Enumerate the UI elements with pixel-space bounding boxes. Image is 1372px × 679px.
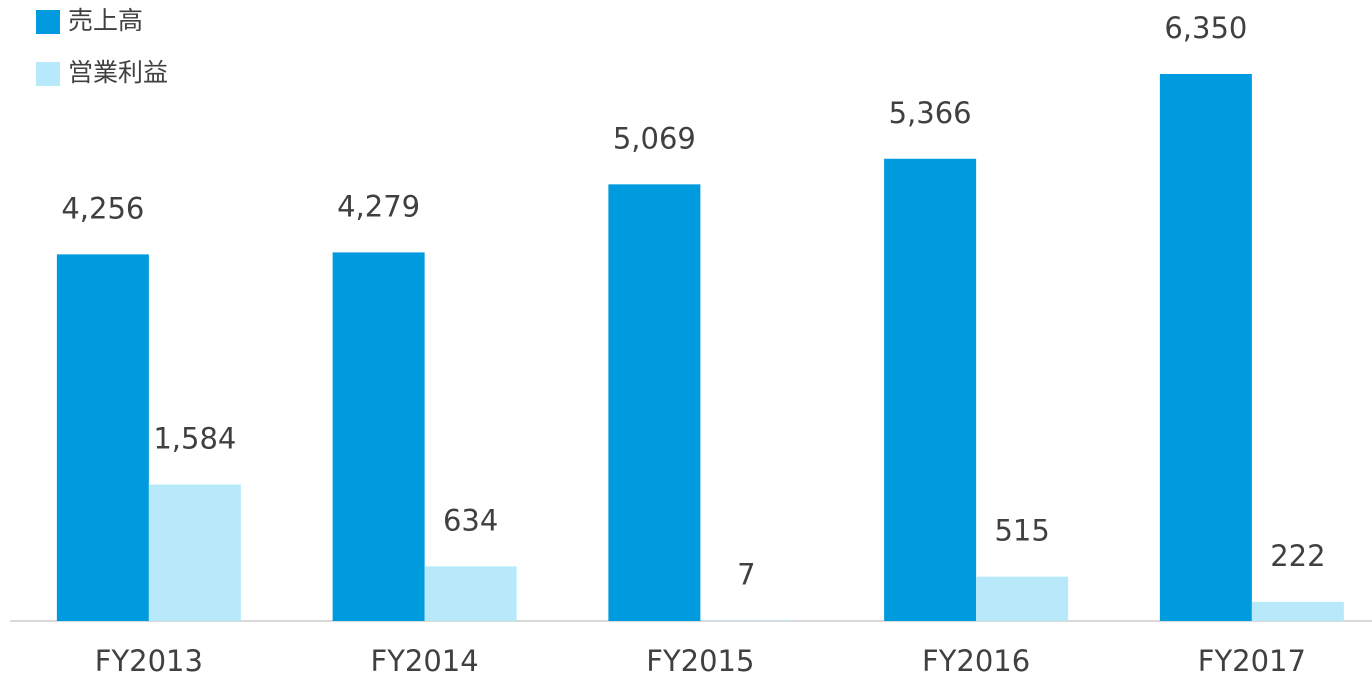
x-tick-label: FY2016 — [922, 644, 1030, 678]
x-tick-label: FY2015 — [646, 644, 754, 678]
bar — [884, 158, 977, 621]
legend-swatch — [36, 62, 60, 86]
bar — [424, 566, 517, 621]
value-label: 634 — [443, 503, 498, 537]
legend-swatch — [36, 10, 60, 34]
legend-label: 営業利益 — [68, 58, 168, 87]
value-label: 6,350 — [1164, 11, 1247, 45]
bar — [976, 576, 1069, 621]
bar — [700, 620, 793, 621]
bar — [148, 484, 241, 621]
value-label: 222 — [1270, 539, 1325, 573]
x-tick-label: FY2017 — [1198, 644, 1306, 678]
legend-label: 売上高 — [68, 6, 143, 35]
value-label: 4,279 — [337, 189, 420, 223]
bar — [1159, 74, 1252, 621]
bar — [332, 252, 425, 621]
value-label: 5,069 — [613, 121, 696, 155]
bar — [56, 254, 149, 621]
value-label: 1,584 — [153, 422, 236, 456]
bar — [1251, 601, 1344, 621]
x-tick-label: FY2014 — [371, 644, 479, 678]
value-label: 5,366 — [889, 96, 972, 130]
value-label: 4,256 — [61, 191, 144, 225]
x-tick-label: FY2013 — [95, 644, 203, 678]
value-label: 515 — [994, 514, 1049, 548]
bar — [608, 184, 701, 621]
value-label: 7 — [737, 557, 755, 591]
